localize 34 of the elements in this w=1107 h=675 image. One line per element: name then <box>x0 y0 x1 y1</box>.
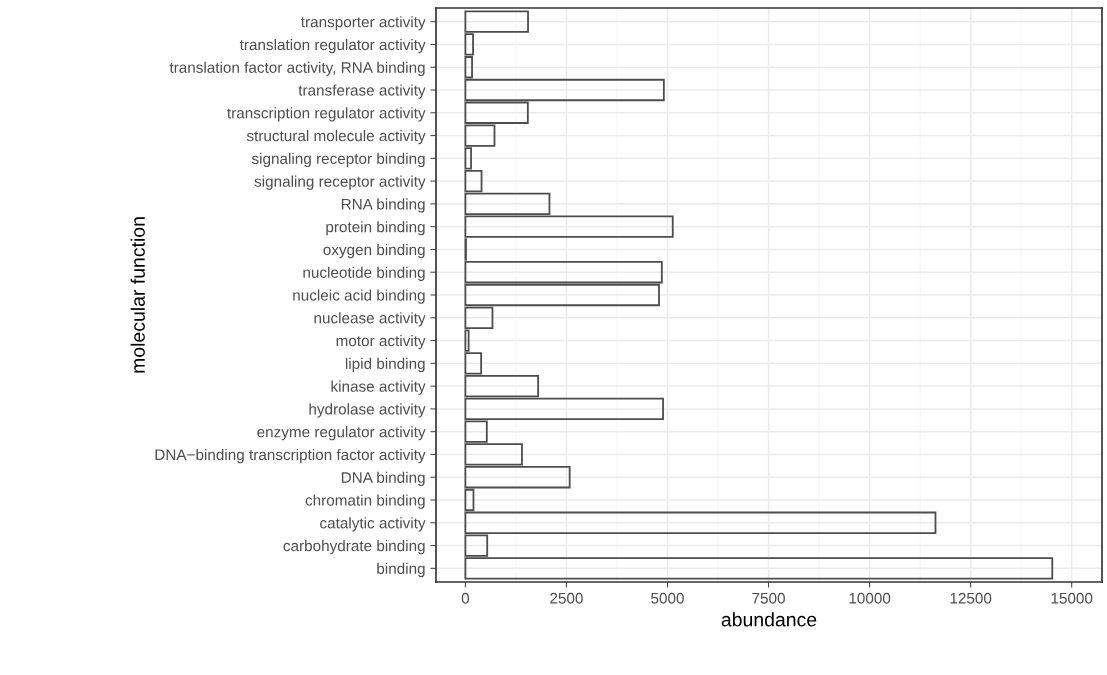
y-tick-label: transferase activity <box>298 84 426 99</box>
x-tick-label: 15000 <box>1051 592 1093 604</box>
y-tick-label: signaling receptor binding <box>251 152 425 168</box>
y-tick-label: nucleic acid binding <box>293 289 425 304</box>
y-tick-label: catalytic activity <box>320 517 426 532</box>
x-axis-title: abundance <box>721 612 817 627</box>
y-tick-label: chromatin binding <box>305 494 425 509</box>
y-tick-label: hydrolase activity <box>309 403 426 418</box>
y-tick-label: oxygen binding <box>323 243 425 259</box>
y-tick-label: translation factor activity, RNA binding <box>169 61 425 76</box>
y-tick-label: transporter activity <box>301 16 426 31</box>
x-tick-label: 7500 <box>752 592 785 604</box>
y-axis-title: molecular function <box>130 217 145 373</box>
y-tick-label: nucleotide binding <box>303 266 425 281</box>
y-tick-label: nuclease activity <box>314 312 426 327</box>
y-tick-label: RNA binding <box>341 198 425 213</box>
y-tick-label: binding <box>377 562 425 578</box>
y-tick-label: lipid binding <box>345 357 425 373</box>
y-tick-label: enzyme regulator activity <box>257 426 426 441</box>
y-tick-label: translation regulator activity <box>239 38 426 54</box>
y-tick-label: signaling receptor activity <box>254 175 426 190</box>
y-tick-label: DNA−binding transcription factor activity <box>155 448 426 464</box>
x-tick-label: 12500 <box>950 592 992 604</box>
y-tick-label: DNA binding <box>341 471 425 486</box>
y-tick-label: transcription regulator activity <box>227 107 426 122</box>
x-tick-label: 10000 <box>849 592 891 604</box>
y-tick-label: protein binding <box>326 221 425 236</box>
y-tick-label: carbohydrate binding <box>283 540 425 555</box>
y-tick-label: kinase activity <box>331 380 426 395</box>
x-tick-label: 5000 <box>651 592 684 604</box>
x-tick-label: 2500 <box>550 592 583 604</box>
x-tick-label: 0 <box>461 592 470 604</box>
y-tick-label: structural molecule activity <box>246 130 426 145</box>
y-tick-label: motor activity <box>336 335 426 350</box>
